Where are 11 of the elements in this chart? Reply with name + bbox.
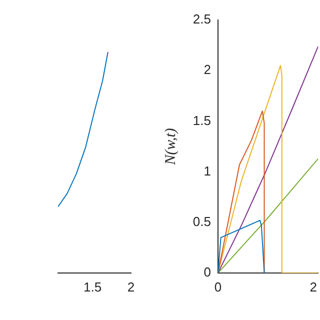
y-tick-label: 2.5 (192, 12, 211, 27)
x-tick-label: 2 (310, 279, 317, 294)
y-axis-title: N(w,t) (162, 128, 179, 166)
y-tick-label: 0 (204, 264, 211, 280)
y-tick-label: 2 (204, 62, 211, 78)
x-tick-label: 2 (127, 279, 135, 294)
y-tick-label: 1 (204, 163, 211, 178)
x-tick-label: 1.5 (84, 279, 102, 294)
y-tick-label: 1.5 (192, 112, 211, 128)
y-tick-label: 0.5 (192, 214, 211, 229)
x-tick-label: 0 (214, 279, 222, 294)
